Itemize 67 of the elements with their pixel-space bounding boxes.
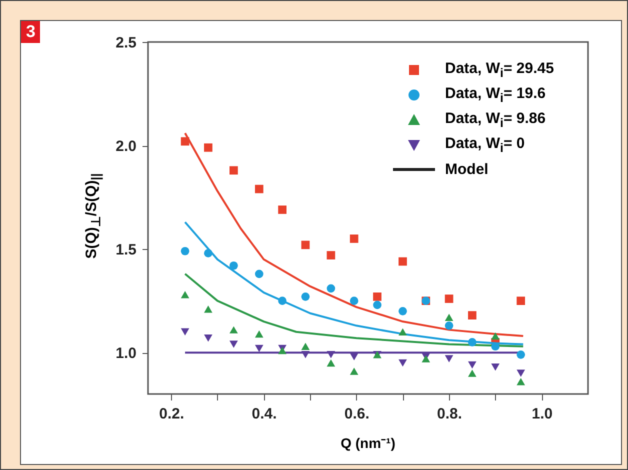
point — [468, 311, 476, 320]
point — [301, 292, 310, 301]
x-tick-label: 0.2. — [159, 406, 184, 422]
point — [204, 334, 212, 342]
point — [350, 234, 358, 243]
point — [230, 166, 238, 175]
point — [444, 294, 454, 303]
point — [326, 359, 336, 367]
annotation: Model — [445, 161, 488, 178]
point — [516, 370, 526, 377]
point — [398, 257, 407, 266]
point — [398, 359, 407, 367]
y-tick-label: 2.0 — [116, 138, 136, 156]
x-tick-label: 0.6. — [344, 406, 370, 422]
legend-label: Data, W$_{i}$= 9.86 — [445, 110, 546, 130]
point — [254, 270, 264, 278]
point — [444, 314, 454, 322]
point — [278, 296, 286, 305]
point — [444, 355, 454, 362]
point — [278, 206, 286, 214]
legend-label: Data, W$_{i}$= 0 — [445, 134, 525, 154]
x-tick-label: 1.0 — [532, 406, 553, 422]
point — [230, 261, 238, 270]
point — [516, 378, 526, 386]
point — [180, 246, 190, 256]
point — [180, 328, 190, 336]
point — [180, 290, 190, 298]
point — [491, 332, 500, 340]
point — [398, 307, 407, 316]
y-tick-label: 1.5 — [116, 242, 136, 259]
point — [326, 351, 336, 358]
line-series — [184, 272, 524, 348]
point — [516, 296, 526, 306]
point — [468, 338, 476, 346]
legend-label: Data, W$_{i}$= 29.45 — [445, 60, 554, 80]
point — [301, 342, 310, 350]
point — [398, 328, 407, 336]
point — [350, 353, 358, 360]
x-tick-label: 0.4. — [252, 406, 277, 422]
point — [373, 292, 382, 301]
point — [204, 143, 212, 152]
x-axis-title: Q (nm⁻¹) — [340, 434, 396, 452]
point — [230, 326, 238, 334]
y-tick-label: 2.5 — [116, 34, 136, 52]
point — [254, 330, 264, 338]
point — [491, 363, 500, 371]
point — [254, 184, 264, 194]
point — [468, 370, 476, 377]
point — [373, 300, 382, 310]
point — [468, 361, 476, 369]
point — [444, 321, 454, 330]
point — [204, 249, 212, 258]
point — [491, 342, 500, 351]
point — [516, 350, 526, 359]
point — [326, 284, 336, 293]
point — [230, 340, 238, 348]
y-tick-label: 1.0 — [116, 345, 136, 362]
point — [326, 251, 336, 260]
point — [301, 240, 310, 250]
point — [254, 344, 264, 352]
point — [204, 305, 212, 313]
chart-title: 3 — [21, 21, 40, 43]
point — [350, 368, 358, 375]
point — [350, 296, 358, 305]
x-tick-label: 0.8. — [437, 406, 462, 422]
legend-label: Data, W$_{i}$= 19.6 — [445, 84, 546, 104]
point — [301, 351, 310, 358]
